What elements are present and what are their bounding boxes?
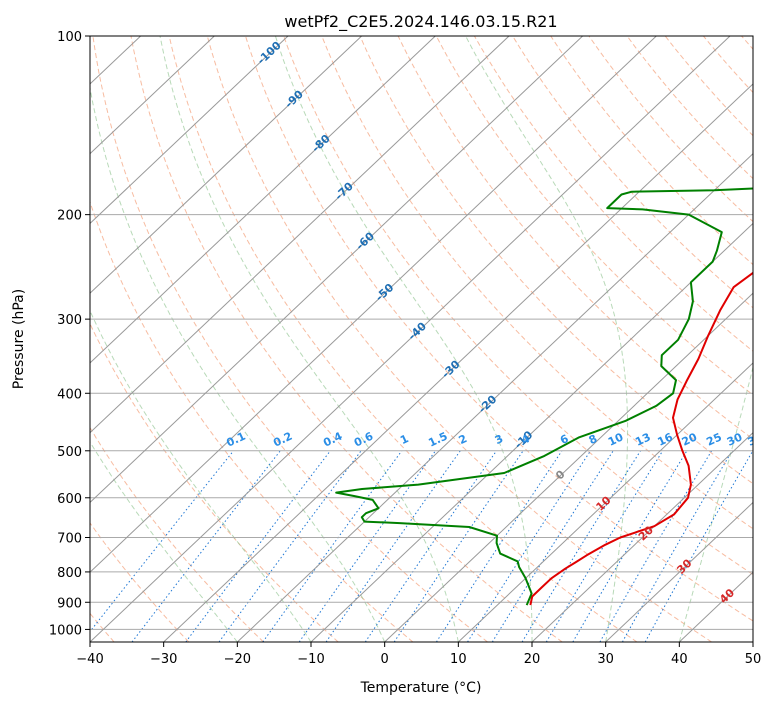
mixing-ratio-label: 10	[606, 430, 626, 448]
dry-adiabat	[512, 36, 753, 309]
plot-frame	[89, 35, 754, 643]
sounding-series	[335, 187, 753, 606]
x-tick-label: 40	[671, 652, 688, 667]
y-tick-label: 900	[57, 596, 82, 611]
x-axis-ticks: −40 −30 −20 −10 0 10 20 30 40 50	[76, 642, 761, 667]
isotherm-line	[384, 292, 753, 642]
y-tick-label: 200	[57, 209, 82, 224]
x-axis-title: Temperature (°C)	[360, 680, 482, 696]
dry-adiabat	[90, 426, 264, 642]
moist-adiabat	[678, 365, 753, 642]
isotherm-line	[90, 36, 289, 225]
isotherm-line	[90, 36, 510, 434]
isotherm-line	[90, 36, 584, 504]
isotherm-line	[90, 36, 215, 155]
chart-title: wetPf2_C2E5.2024.146.03.15.R21	[284, 12, 557, 32]
isotherm-line	[236, 153, 753, 642]
x-tick-label: −10	[297, 652, 324, 667]
x-tick-label: −30	[150, 652, 177, 667]
x-tick-label: −20	[224, 652, 251, 667]
dewpoint-profile-line	[335, 187, 753, 606]
y-tick-label: 1000	[49, 623, 82, 638]
x-tick-label: 20	[524, 652, 541, 667]
dry-adiabat	[397, 36, 753, 440]
moist-adiabat	[465, 36, 629, 642]
dry-adiabat	[321, 36, 753, 530]
mixing-ratio-label: 16	[656, 430, 676, 448]
isotherm-line	[90, 36, 363, 294]
dry-adiabat	[168, 36, 638, 642]
dry-adiabat	[92, 36, 488, 642]
dry-adiabat	[90, 522, 190, 642]
y-tick-label: 100	[57, 30, 82, 45]
isotherm-line	[163, 83, 753, 642]
moist-adiabat	[90, 440, 238, 642]
dry-adiabat	[90, 200, 414, 642]
dry-adiabat	[283, 36, 753, 576]
y-tick-label: 800	[57, 566, 82, 581]
temperature-profile-line	[529, 271, 753, 606]
y-axis-title: Pressure (hPa)	[11, 289, 27, 389]
isotherm-line	[605, 501, 753, 642]
dry-adiabat	[130, 36, 563, 642]
mixing-ratio-label: 36	[746, 430, 766, 448]
isotherm-line	[531, 432, 753, 642]
dry-adiabat	[206, 36, 712, 642]
dry-adiabat	[435, 36, 753, 396]
mixing-ratio-label: 13	[633, 431, 652, 449]
plot-area: -100-90-80-70-60-50-40-30-20-10010203040…	[90, 36, 766, 642]
mixing-ratio-label: 20	[680, 430, 700, 448]
y-tick-label: 300	[57, 313, 82, 328]
isotherm-line	[310, 222, 753, 642]
x-tick-label: 10	[450, 652, 467, 667]
dry-adiabats	[90, 36, 753, 642]
x-tick-label: 30	[597, 652, 614, 667]
mixing-ratio-label: 30	[725, 430, 745, 448]
y-axis-ticks: 100 200 300 400 500 600 700 800 900 1000	[49, 30, 90, 638]
mixing-ratio-label: 25	[704, 431, 723, 449]
moist-adiabat	[90, 85, 386, 642]
y-tick-label: 500	[57, 445, 82, 460]
x-tick-label: 0	[381, 652, 389, 667]
isotherm-line	[90, 36, 436, 364]
y-tick-label: 400	[57, 387, 82, 402]
y-tick-label: 600	[57, 492, 82, 507]
isotherm-line	[90, 36, 657, 573]
x-tick-label: −40	[76, 652, 103, 667]
y-tick-label: 700	[57, 532, 82, 547]
isotherm-gridlines	[90, 36, 753, 642]
isotherm-line	[90, 36, 731, 642]
x-tick-label: 50	[745, 652, 762, 667]
dry-adiabat	[359, 36, 753, 485]
isotherm-line	[457, 362, 753, 642]
